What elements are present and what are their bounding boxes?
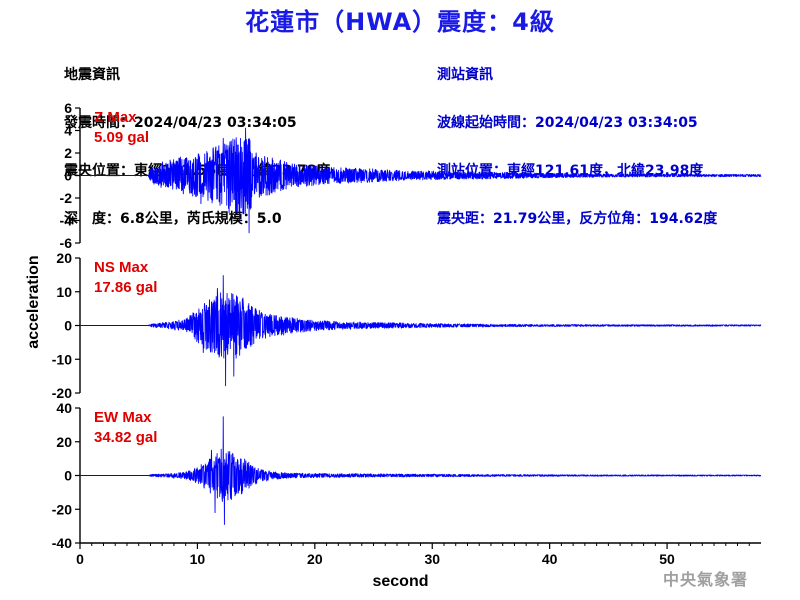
y-axis-title: acceleration: [25, 255, 42, 348]
y-tick-label-ew: 0: [64, 468, 72, 484]
max-value-ns: 17.86 gal: [94, 279, 157, 296]
x-axis-title: second: [372, 573, 428, 590]
y-tick-label-z: -4: [60, 213, 73, 229]
station-info-block: 測站資訊 波線起始時間：2024/04/23 03:34:05 測站位置：東經1…: [437, 35, 717, 243]
y-tick-label-z: -6: [60, 235, 73, 251]
x-tick-label: 50: [659, 551, 675, 567]
x-tick-label: 0: [76, 551, 84, 567]
waveform-z: [79, 127, 762, 234]
y-tick-label-z: -2: [60, 190, 73, 206]
y-tick-label-ns: 0: [64, 318, 72, 334]
max-label-z: Z Max: [94, 109, 137, 126]
waveform-ew: [79, 416, 762, 525]
y-tick-label-ew: 40: [56, 400, 72, 416]
max-label-ew: EW Max: [94, 409, 152, 426]
y-tick-label-ns: -20: [52, 385, 72, 401]
y-tick-label-ew: 20: [56, 434, 72, 450]
chart-title: 花蓮市（HWA）震度：4級: [245, 8, 555, 36]
max-value-ew: 34.82 gal: [94, 429, 157, 446]
y-tick-label-ns: 10: [56, 284, 72, 300]
max-value-z: 5.09 gal: [94, 129, 149, 146]
depth-magnitude: 深 度：6.8公里，芮氏規模：5.0: [64, 211, 282, 227]
origin-time: 發震時間：2024/04/23 03:34:05: [64, 115, 297, 131]
x-tick-label: 40: [542, 551, 558, 567]
y-tick-label-z: 6: [64, 100, 72, 116]
waveform-ns: [79, 275, 762, 387]
y-tick-label-ns: 20: [56, 250, 72, 266]
wave-start-time: 波線起始時間：2024/04/23 03:34:05: [437, 115, 698, 131]
event-info-header: 地震資訊: [64, 67, 120, 83]
y-tick-label-z: 2: [64, 145, 72, 161]
x-tick-label: 20: [307, 551, 323, 567]
y-tick-label-z: 4: [64, 123, 72, 139]
x-tick-label: 30: [424, 551, 440, 567]
y-tick-label-ew: -40: [52, 535, 72, 551]
y-tick-label-ew: -20: [52, 501, 72, 517]
event-info-block: 地震資訊 發震時間：2024/04/23 03:34:05 震央位置：東經121…: [64, 35, 330, 243]
y-tick-label-z: 0: [64, 168, 72, 184]
x-tick-label: 10: [190, 551, 206, 567]
max-label-ns: NS Max: [94, 259, 149, 276]
station-info-header: 測站資訊: [437, 67, 493, 83]
y-tick-label-ns: -10: [52, 351, 72, 367]
agency-credit: 中央氣象署: [662, 570, 748, 589]
distance-azimuth: 震央距：21.79公里，反方位角：194.62度: [437, 211, 718, 227]
